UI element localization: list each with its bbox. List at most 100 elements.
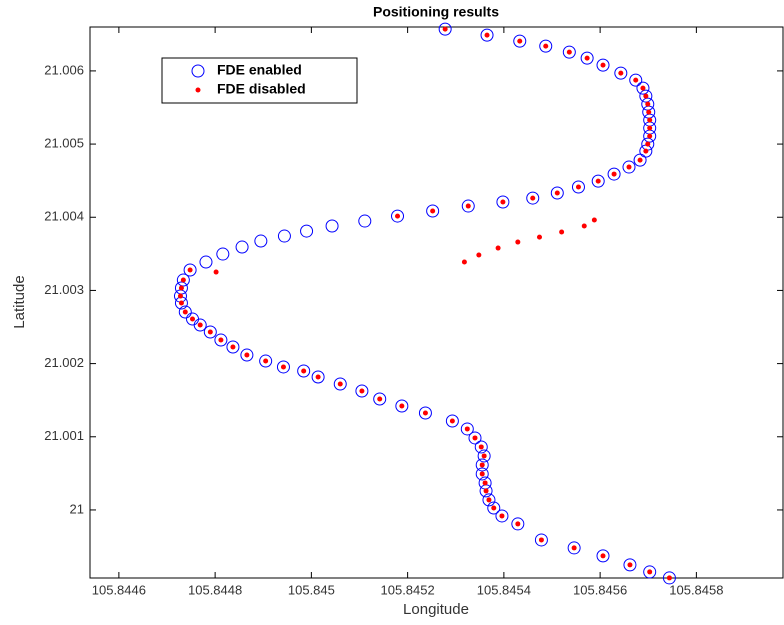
point-circle [391, 209, 405, 223]
point-dot [482, 480, 488, 486]
point-dot [600, 553, 606, 559]
point-dot [177, 293, 183, 299]
point-dot [190, 316, 196, 322]
point-dot [530, 195, 536, 201]
x-tick-label: 105.8452 [381, 582, 435, 597]
point-dot [637, 157, 643, 163]
point-circle [203, 325, 217, 339]
point-circle [629, 73, 643, 87]
point-dot [301, 368, 307, 374]
x-axis-label: Longitude [403, 601, 469, 618]
point-dot [280, 364, 286, 370]
point-circle [325, 219, 339, 233]
point-dot [517, 38, 523, 44]
point-dot [559, 229, 565, 235]
point-dot [180, 277, 186, 283]
point-dot [633, 77, 639, 83]
point-circle [550, 186, 564, 200]
point-dot [484, 32, 490, 38]
point-dot [486, 497, 492, 503]
y-tick-label: 21.006 [44, 62, 84, 77]
point-dot [495, 245, 501, 251]
point-dot [491, 505, 497, 511]
point-circle [358, 214, 372, 228]
point-circle [300, 224, 314, 238]
point-circle [226, 340, 240, 354]
point-dot [464, 426, 470, 432]
point-dot [178, 300, 184, 306]
point-dot [399, 403, 405, 409]
point-dot [178, 285, 184, 291]
point-dot [476, 252, 482, 258]
point-circle [662, 571, 676, 585]
x-tick-label: 105.8456 [573, 582, 627, 597]
point-circle [460, 422, 474, 436]
point-dot [337, 381, 343, 387]
point-circle [482, 493, 496, 507]
point-dot [581, 223, 587, 229]
point-dot [244, 352, 250, 358]
y-tick-label: 21.003 [44, 282, 84, 297]
point-dot [627, 562, 633, 568]
point-circle [487, 501, 501, 515]
legend-box [161, 57, 358, 104]
point-circle [355, 384, 369, 398]
point-circle [580, 51, 594, 65]
x-tick-label: 105.8458 [669, 582, 723, 597]
point-dot [543, 43, 549, 49]
point-dot [647, 117, 653, 123]
point-dot [618, 70, 624, 76]
point-dot [461, 259, 467, 265]
point-circle [643, 565, 657, 579]
point-circle [259, 354, 273, 368]
point-dot [472, 435, 478, 441]
point-dot [647, 569, 653, 575]
point-dot [643, 148, 649, 154]
point-circle [477, 449, 491, 463]
point-circle [468, 431, 482, 445]
point-circle [216, 247, 230, 261]
legend-label: FDE disabled [217, 81, 306, 97]
point-circle [596, 58, 610, 72]
point-dot [536, 234, 542, 240]
point-circle [513, 34, 527, 48]
point-dot [643, 93, 649, 99]
point-dot [395, 213, 401, 219]
point-dot [611, 171, 617, 177]
point-dot [538, 537, 544, 543]
point-dot [647, 125, 653, 131]
point-dot [499, 513, 505, 519]
point-dot [515, 521, 521, 527]
point-dot [595, 178, 601, 184]
y-tick-label: 21.002 [44, 355, 84, 370]
point-dot [182, 309, 188, 315]
point-dot [646, 109, 652, 115]
point-circle [277, 229, 291, 243]
point-circle [614, 66, 628, 80]
point-dot [591, 217, 597, 223]
point-dot [626, 164, 632, 170]
point-dot [666, 575, 672, 581]
point-circle [333, 377, 347, 391]
point-circle [199, 255, 213, 269]
point-dot [465, 203, 471, 209]
point-dot [645, 141, 651, 147]
point-dot [377, 396, 383, 402]
point-circle [193, 318, 207, 332]
point-dot [478, 444, 484, 450]
point-circle [596, 549, 610, 563]
point-circle [235, 240, 249, 254]
point-circle [395, 399, 409, 413]
point-circle [474, 440, 488, 454]
point-circle [534, 533, 548, 547]
legend-label: FDE enabled [217, 62, 302, 78]
point-dot [207, 329, 213, 335]
point-circle [636, 81, 650, 95]
plot-frame [89, 26, 784, 579]
point-circle [539, 39, 553, 53]
point-dot [640, 85, 646, 91]
point-dot [218, 337, 224, 343]
point-dot [479, 471, 485, 477]
x-tick-label: 105.845 [288, 582, 335, 597]
